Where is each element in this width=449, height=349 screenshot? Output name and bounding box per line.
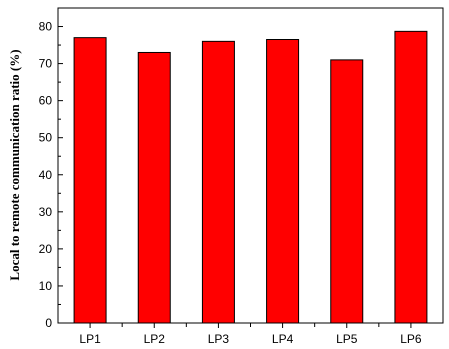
y-tick-label: 40 xyxy=(39,168,53,182)
bar-lp6 xyxy=(394,30,428,324)
y-axis: 0 10 20 30 40 50 60 70 80 xyxy=(39,20,63,330)
y-axis-title: Local to remote communication ratio (%) xyxy=(7,49,22,280)
y-tick-label: 30 xyxy=(39,205,53,219)
y-tick-label: 0 xyxy=(45,316,52,330)
x-tick-label: LP3 xyxy=(208,332,230,346)
x-tick-label: LP6 xyxy=(400,332,422,346)
bar-lp2 xyxy=(137,51,171,324)
bar-lp5 xyxy=(330,59,364,324)
x-tick-label: LP5 xyxy=(336,332,358,346)
y-tick-label: 60 xyxy=(39,94,53,108)
bar-lp3 xyxy=(201,40,235,324)
x-axis: LP1 LP2 LP3 LP4 LP5 LP6 xyxy=(79,323,422,346)
y-tick-label: 20 xyxy=(39,242,53,256)
y-tick-label: 50 xyxy=(39,131,53,145)
x-tick-label: LP2 xyxy=(144,332,166,346)
plot-frame xyxy=(57,7,444,324)
x-tick-label: LP1 xyxy=(79,332,101,346)
y-tick-label: 70 xyxy=(39,57,53,71)
bar-lp1 xyxy=(73,37,107,324)
bar-lp4 xyxy=(266,39,300,324)
y-tick-label: 80 xyxy=(39,20,53,34)
x-tick-label: LP4 xyxy=(272,332,294,346)
y-tick-label: 10 xyxy=(39,279,53,293)
bar-series xyxy=(73,30,428,324)
